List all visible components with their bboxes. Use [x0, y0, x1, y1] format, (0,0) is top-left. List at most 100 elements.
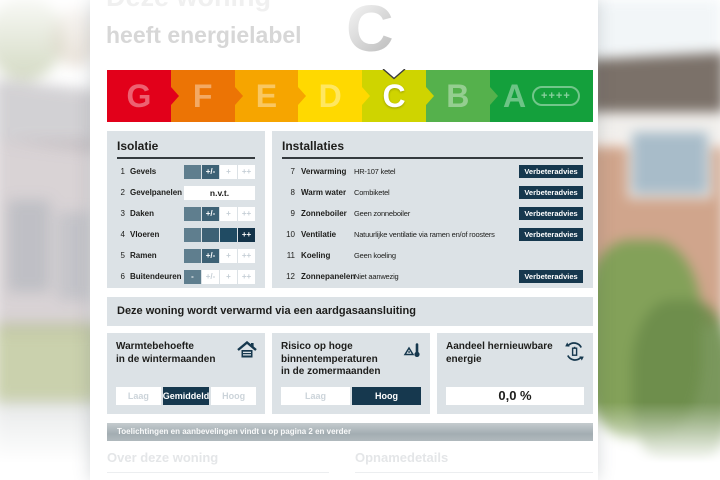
row-label: Daken — [130, 209, 155, 218]
winter-heat-demand-box: Warmtebehoefte in de wintermaanden Laag … — [107, 333, 265, 414]
box-title-line: binnentemperaturen — [281, 353, 378, 365]
energy-label-scale: G F E D C B A ++++ — [107, 69, 594, 122]
rating-cell — [202, 227, 219, 242]
isolatie-row-ramen: 5 Ramen +/- + ++ — [107, 245, 265, 266]
verbeteradvies-button[interactable]: Verbeteradvies — [519, 186, 583, 199]
segment-letter: D — [318, 78, 342, 114]
segment-letter: B — [446, 78, 470, 114]
not-applicable-badge: n.v.t. — [184, 185, 255, 200]
divider — [282, 157, 583, 159]
row-label: Warm water — [301, 188, 347, 197]
rating-cell-selected: +/- — [202, 206, 219, 221]
row-number: 3 — [120, 209, 125, 218]
rating-scale: - +/- + ++ — [184, 269, 255, 284]
installaties-row-zonnepanelen: 12 Zonnepanelen Niet aanwezig Verbeterad… — [272, 266, 593, 287]
isolatie-panel: Isolatie 1 Gevels +/- + ++ 2 Gevelpanele… — [107, 131, 265, 288]
rating-cell: + — [220, 164, 237, 179]
next-section-heading-left: Over deze woning — [107, 450, 219, 465]
rating-cell: + — [220, 269, 237, 284]
row-label: Gevels — [130, 167, 157, 176]
row-number: 1 — [120, 167, 125, 176]
box-title-line: in de zomermaanden — [281, 366, 381, 377]
verbeteradvies-button[interactable]: Verbeteradvies — [519, 228, 583, 241]
heating-notice-bar: Deze woning wordt verwarmd via een aardg… — [107, 297, 593, 326]
rating-cell: + — [220, 248, 237, 263]
row-value: Combiketel — [354, 188, 390, 197]
installaties-row-verwarming: 7 Verwarming HR-107 ketel Verbeteradvies — [272, 161, 593, 182]
isolatie-row-buitendeuren: 6 Buitendeuren - +/- + ++ — [107, 266, 265, 287]
verbeteradvies-button[interactable]: Verbeteradvies — [519, 207, 583, 220]
segment-letter: G — [126, 78, 152, 114]
rating-cell — [184, 227, 201, 242]
box-title-line: in de wintermaanden — [116, 353, 216, 365]
rating-scale: +/- + ++ — [184, 206, 255, 221]
rating-cell — [184, 248, 201, 263]
installaties-title: Installaties — [282, 139, 345, 153]
renewable-percentage-value: 0,0 % — [446, 387, 584, 405]
divider — [107, 472, 329, 473]
background-right-house — [582, 0, 720, 480]
energy-segment-g: G — [107, 70, 179, 122]
rating-cell: ++ — [238, 206, 255, 221]
row-label: Ventilatie — [301, 230, 337, 239]
row-number: 5 — [120, 251, 125, 260]
header-line2: heeft energielabel — [106, 22, 302, 48]
row-value: Geen zonneboiler — [354, 209, 411, 218]
rating-cell-selected: +/- — [202, 248, 219, 263]
divider — [355, 472, 593, 473]
rating-scale: ++ — [184, 227, 255, 242]
row-label: Ramen — [130, 251, 157, 260]
box-title-line: Warmtebehoefte — [116, 341, 194, 352]
thermometer-warning-icon — [403, 343, 420, 357]
house-radiator-icon — [237, 341, 257, 358]
row-value: Niet aanwezig — [354, 272, 399, 281]
rating-cell — [220, 227, 237, 242]
row-label: Verwarming — [301, 167, 347, 176]
certificate-card: Deze woning heeft energielabel C G F E D… — [90, 0, 598, 480]
row-number: 9 — [290, 209, 295, 218]
box-title-line: Risico op hoge — [281, 341, 353, 352]
row-number: 4 — [120, 230, 125, 239]
a-plus-badge: ++++ — [532, 86, 580, 106]
winter-level-selector: Laag Gemiddeld Hoog — [116, 387, 257, 405]
rating-cell: + — [220, 206, 237, 221]
rating-scale: +/- + ++ — [184, 248, 255, 263]
row-number: 8 — [290, 188, 295, 197]
option-hoog: Hoog — [211, 387, 257, 405]
rating-cell: ++ — [238, 248, 255, 263]
next-section-heading-right: Opnamedetails — [355, 450, 449, 465]
option-hoog-selected: Hoog — [352, 387, 421, 405]
row-number: 12 — [286, 272, 295, 281]
summer-level-selector: Laag Hoog — [281, 387, 421, 405]
row-number: 11 — [286, 251, 295, 260]
box-title-line: energie — [446, 353, 482, 365]
row-number: 7 — [290, 167, 295, 176]
current-label-pointer-icon — [382, 69, 406, 80]
rating-cell: ++ — [238, 269, 255, 284]
energy-segment-a: A ++++ — [489, 70, 594, 122]
rating-cell-selected: +/- — [202, 164, 219, 179]
installaties-row-zonneboiler: 9 Zonneboiler Geen zonneboiler Verbetera… — [272, 203, 593, 224]
segment-letter: E — [255, 78, 278, 114]
row-label: Zonnepanelen — [301, 272, 356, 281]
row-value: Natuurlijke ventilatie via ramen en/of r… — [354, 230, 495, 239]
isolatie-row-gevels: 1 Gevels +/- + ++ — [107, 161, 265, 182]
rating-cell: ++ — [238, 164, 255, 179]
energy-segment-d: D — [298, 70, 370, 122]
segment-letter: C — [382, 78, 406, 114]
option-laag: Laag — [281, 387, 350, 405]
row-label: Zonneboiler — [301, 209, 347, 218]
row-label: Buitendeuren — [130, 272, 182, 281]
row-value: Geen koeling — [354, 251, 396, 260]
energy-segment-c-current: C — [362, 69, 434, 122]
rating-cell-selected: - — [184, 269, 201, 284]
segment-letter: A — [502, 78, 527, 114]
verbeteradvies-button[interactable]: Verbeteradvies — [519, 165, 583, 178]
row-number: 2 — [120, 188, 125, 197]
isolatie-row-gevelpanelen: 2 Gevelpanelen n.v.t. — [107, 182, 265, 203]
rating-cell: +/- — [202, 269, 219, 284]
row-label: Koeling — [301, 251, 331, 260]
isolatie-row-vloeren: 4 Vloeren ++ — [107, 224, 265, 245]
verbeteradvies-button[interactable]: Verbeteradvies — [519, 270, 583, 283]
